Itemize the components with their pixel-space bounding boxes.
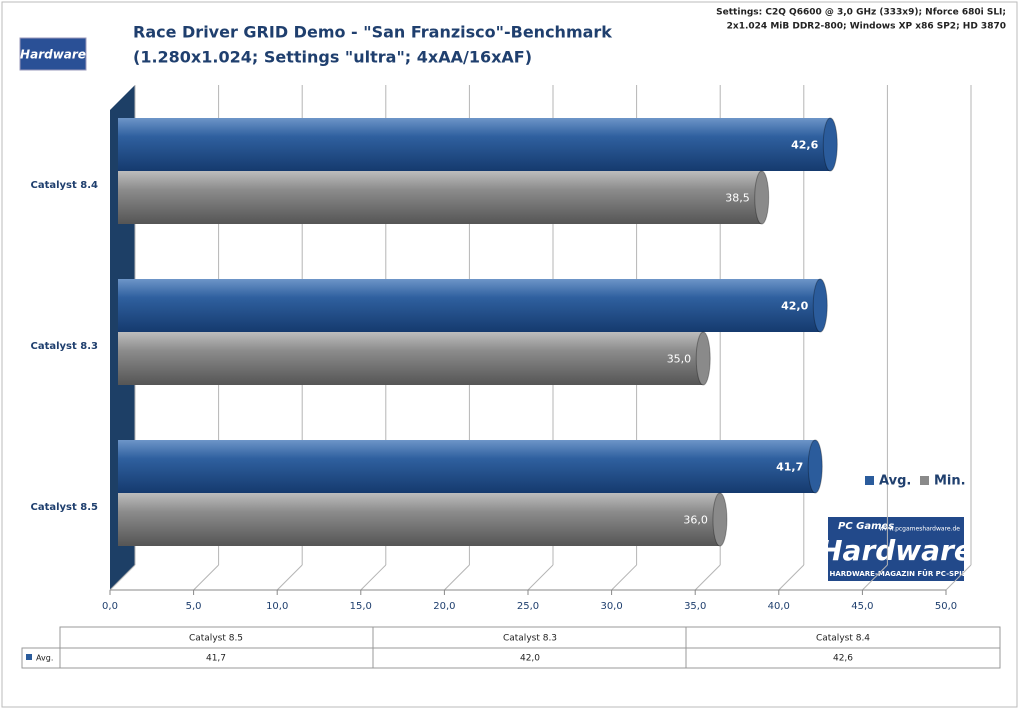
grid-line	[360, 564, 387, 591]
bar	[118, 170, 770, 225]
legend-swatch	[920, 476, 929, 485]
grid-line	[945, 564, 972, 591]
bar-body	[118, 440, 816, 493]
value-label: 41,7	[776, 461, 803, 474]
table-row-label: Avg.	[36, 654, 53, 663]
logo-name: Hardware	[819, 534, 973, 567]
x-tick-label: 10,0	[266, 601, 288, 612]
bar	[118, 439, 823, 494]
bar-body	[118, 332, 704, 385]
logo-tagline: DAS HARDWARE-MAGAZIN FÜR PC-SPIELER	[811, 569, 982, 578]
table-header: Catalyst 8.3	[503, 634, 557, 644]
bar	[118, 278, 828, 333]
subtitle: 2x1.024 MiB DDR2-800; Windows XP x86 SP2…	[727, 22, 1006, 32]
y-tick-label: Catalyst 8.5	[31, 502, 99, 513]
big-logo: PC Games www.pcgameshardware.de Hardware…	[811, 517, 982, 581]
table-cell: 41,7	[206, 654, 226, 664]
bar-body	[118, 118, 831, 171]
bar-cap	[695, 331, 711, 386]
chart-title: Race Driver GRID Demo - "San Franzisco"-…	[133, 23, 612, 42]
grid-line	[276, 564, 303, 591]
logo-url: www.pcgameshardware.de	[879, 526, 960, 533]
x-tick-label: 45,0	[851, 601, 873, 612]
table-border	[21, 647, 61, 669]
table-key	[26, 654, 32, 660]
table-cell: 42,0	[520, 654, 540, 664]
bar	[118, 492, 728, 547]
logo-text: Hardware	[20, 48, 86, 62]
bar-cap	[712, 492, 728, 547]
value-label: 38,5	[725, 192, 750, 205]
x-tick-label: 0,0	[102, 601, 118, 612]
grid-line	[778, 564, 805, 591]
value-label: 42,6	[791, 139, 818, 152]
subtitle: Settings: C2Q Q6600 @ 3,0 GHz (333x9); N…	[716, 8, 1006, 18]
bar-body	[118, 279, 821, 332]
bar-cap	[812, 278, 828, 333]
grid-line	[193, 564, 219, 591]
legend-label: Min.	[934, 474, 966, 489]
x-tick-label: 35,0	[684, 601, 706, 612]
bar-cap	[807, 439, 823, 494]
x-tick-label: 25,0	[517, 601, 539, 612]
value-label: 36,0	[683, 514, 708, 527]
logo-box	[828, 517, 964, 581]
table-cell: 42,6	[833, 654, 853, 664]
logo-brand: PC Games	[838, 521, 894, 532]
x-tick-label: 40,0	[768, 601, 790, 612]
bar	[118, 331, 711, 386]
x-tick-label: 50,0	[935, 601, 957, 612]
legend-swatch	[865, 476, 874, 485]
bar-body	[118, 493, 720, 546]
grid-line	[862, 564, 888, 591]
grid-line	[527, 564, 554, 591]
x-tick-label: 20,0	[433, 601, 455, 612]
chart-title: (1.280x1.024; Settings "ultra"; 4xAA/16x…	[133, 48, 532, 67]
bar	[118, 117, 838, 172]
data-table	[21, 626, 1001, 669]
x-tick-label: 5,0	[186, 601, 202, 612]
value-label: 42,0	[781, 300, 808, 313]
table-header: Catalyst 8.5	[189, 634, 243, 644]
x-tick-label: 30,0	[600, 601, 622, 612]
grid-line	[444, 564, 470, 591]
bar-cap	[822, 117, 838, 172]
y-tick-label: Catalyst 8.4	[31, 180, 99, 191]
table-header: Catalyst 8.4	[816, 634, 870, 644]
bar-body	[118, 171, 762, 224]
legend-label: Avg.	[879, 474, 911, 489]
bar-cap	[754, 170, 770, 225]
grid-line	[611, 564, 637, 591]
grid-line	[694, 564, 721, 591]
grid-line	[109, 564, 136, 591]
logo-box	[19, 37, 87, 71]
value-label: 35,0	[667, 353, 692, 366]
small-logo: Hardware	[19, 37, 87, 71]
x-tick-label: 15,0	[350, 601, 372, 612]
y-tick-label: Catalyst 8.3	[31, 341, 99, 352]
